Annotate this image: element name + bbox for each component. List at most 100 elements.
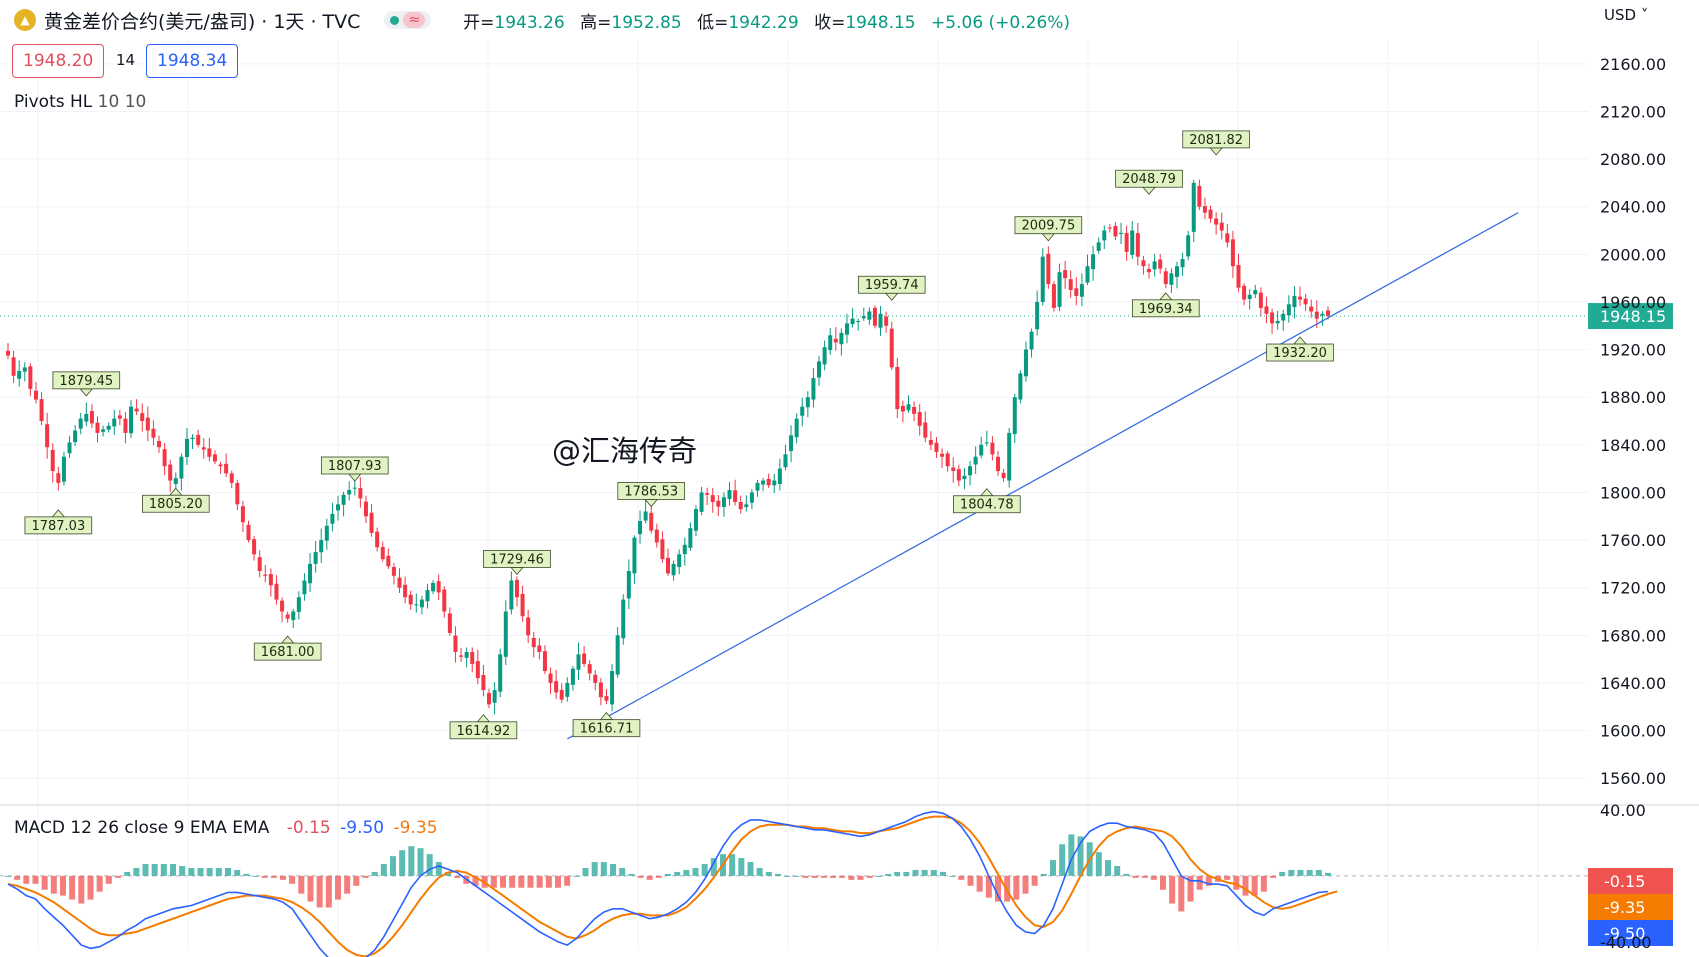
open-value: 1943.26 — [494, 12, 565, 33]
candle — [1102, 225, 1107, 250]
macd-hist-bar — [115, 875, 121, 878]
price-tick-label: 1560.00 — [1600, 769, 1666, 788]
candle — [559, 683, 564, 703]
candle — [168, 459, 173, 493]
candle — [1023, 341, 1028, 382]
macd-hist-bar — [151, 864, 158, 876]
macd-hist-bar — [50, 875, 57, 894]
macd-legend[interactable]: MACD 12 26 close 9 EMA EMA -0.15 -9.50 -… — [14, 818, 438, 838]
candle — [397, 568, 402, 593]
candle — [811, 368, 816, 408]
macd-hist-bar — [325, 875, 332, 908]
macd-hist-bar — [14, 875, 21, 880]
candle — [408, 590, 413, 611]
candle — [660, 531, 665, 563]
macd-tick-label: -40.00 — [1600, 933, 1652, 952]
pivot-label: 1729.46 — [483, 550, 551, 576]
market-status[interactable]: ≈ — [384, 11, 432, 29]
macd-hist-bar — [866, 875, 873, 878]
macd-hist-bar — [912, 869, 919, 876]
macd-hist-bar — [399, 850, 406, 876]
close-value: 1948.15 — [845, 12, 916, 33]
pivot-label: 2081.82 — [1182, 130, 1250, 156]
candle — [78, 412, 83, 435]
macd-hist-bar — [252, 875, 259, 877]
svg-text:2048.79: 2048.79 — [1122, 172, 1176, 187]
candle — [162, 443, 167, 476]
candle — [17, 360, 22, 387]
candle — [1258, 287, 1263, 317]
macd-hist-bar — [940, 871, 946, 876]
candle — [1135, 222, 1140, 266]
macd-hist-bar — [784, 875, 791, 877]
symbol-title[interactable]: 黄金差价合约(美元/盎司) · 1天 · TVC — [44, 10, 361, 33]
macd-hist-bar — [1059, 844, 1066, 876]
candle — [498, 648, 503, 698]
svg-text:2009.75: 2009.75 — [1021, 219, 1075, 234]
macd-hist-bar — [426, 854, 433, 876]
candle — [1169, 268, 1174, 293]
macd-hist-bar — [775, 873, 781, 876]
candle — [1096, 237, 1101, 254]
candle — [693, 505, 698, 537]
price-tick-label: 2080.00 — [1600, 150, 1666, 169]
pivot-label: 1805.20 — [141, 487, 210, 513]
candle — [772, 473, 777, 493]
price-tick-label: 1680.00 — [1600, 626, 1666, 645]
macd-hist-bar — [417, 848, 424, 876]
pivot-label: 2009.75 — [1014, 216, 1083, 242]
candle — [705, 487, 710, 505]
sell-price-button[interactable]: 1948.20 — [12, 44, 105, 78]
grid — [0, 40, 1699, 950]
currency-menu[interactable]: USD ˅ — [1604, 6, 1649, 24]
candle — [1085, 254, 1090, 286]
indicator-params: 10 10 — [97, 92, 147, 112]
candle — [1292, 286, 1297, 319]
macd-hist-bar — [646, 875, 653, 880]
candle — [369, 504, 374, 537]
price-tick-label: 2160.00 — [1600, 55, 1666, 74]
candle — [56, 466, 61, 491]
candle — [945, 451, 950, 472]
macd-hist-bar — [820, 875, 827, 878]
indicator-legend[interactable]: Pivots HL 10 10 — [14, 92, 146, 112]
macd-hist-bar — [1022, 875, 1029, 894]
candle — [1130, 221, 1135, 259]
candle — [341, 491, 346, 517]
candle — [755, 479, 760, 497]
gold-coin-icon: ▲ — [14, 9, 36, 31]
macd-hist-bar — [454, 875, 461, 878]
candle — [822, 340, 827, 371]
candle — [229, 470, 234, 488]
macd-hist-bar — [270, 875, 277, 878]
candle — [1298, 286, 1303, 306]
candle — [1186, 230, 1191, 261]
candle — [1286, 295, 1291, 323]
macd-hist-bar — [885, 873, 891, 876]
candle — [570, 665, 575, 691]
candle — [212, 450, 217, 465]
candle — [582, 646, 587, 667]
candle — [1253, 284, 1258, 299]
candle — [526, 609, 531, 644]
macd-hist-value: -0.15 — [286, 818, 331, 838]
macd-hist-bar — [729, 854, 736, 876]
candle — [643, 500, 648, 524]
macd-hist-bar — [875, 875, 882, 877]
candle — [224, 453, 229, 478]
trend-line[interactable] — [567, 212, 1519, 740]
candle — [39, 392, 44, 426]
candle — [431, 580, 436, 595]
buy-price-button[interactable]: 1948.34 — [146, 44, 239, 78]
watermark-text: @汇海传奇 — [552, 434, 698, 468]
last-price-label: 1948.15 — [1600, 307, 1666, 326]
candle — [565, 677, 570, 702]
price-tick-label: 2120.00 — [1600, 102, 1666, 121]
macd-hist-bar — [69, 875, 76, 900]
price-tick-label: 1840.00 — [1600, 436, 1666, 455]
macd-hist-bar — [1105, 860, 1111, 876]
candle — [850, 308, 855, 328]
macd-hist-bar — [1114, 866, 1121, 876]
candle — [89, 404, 94, 429]
